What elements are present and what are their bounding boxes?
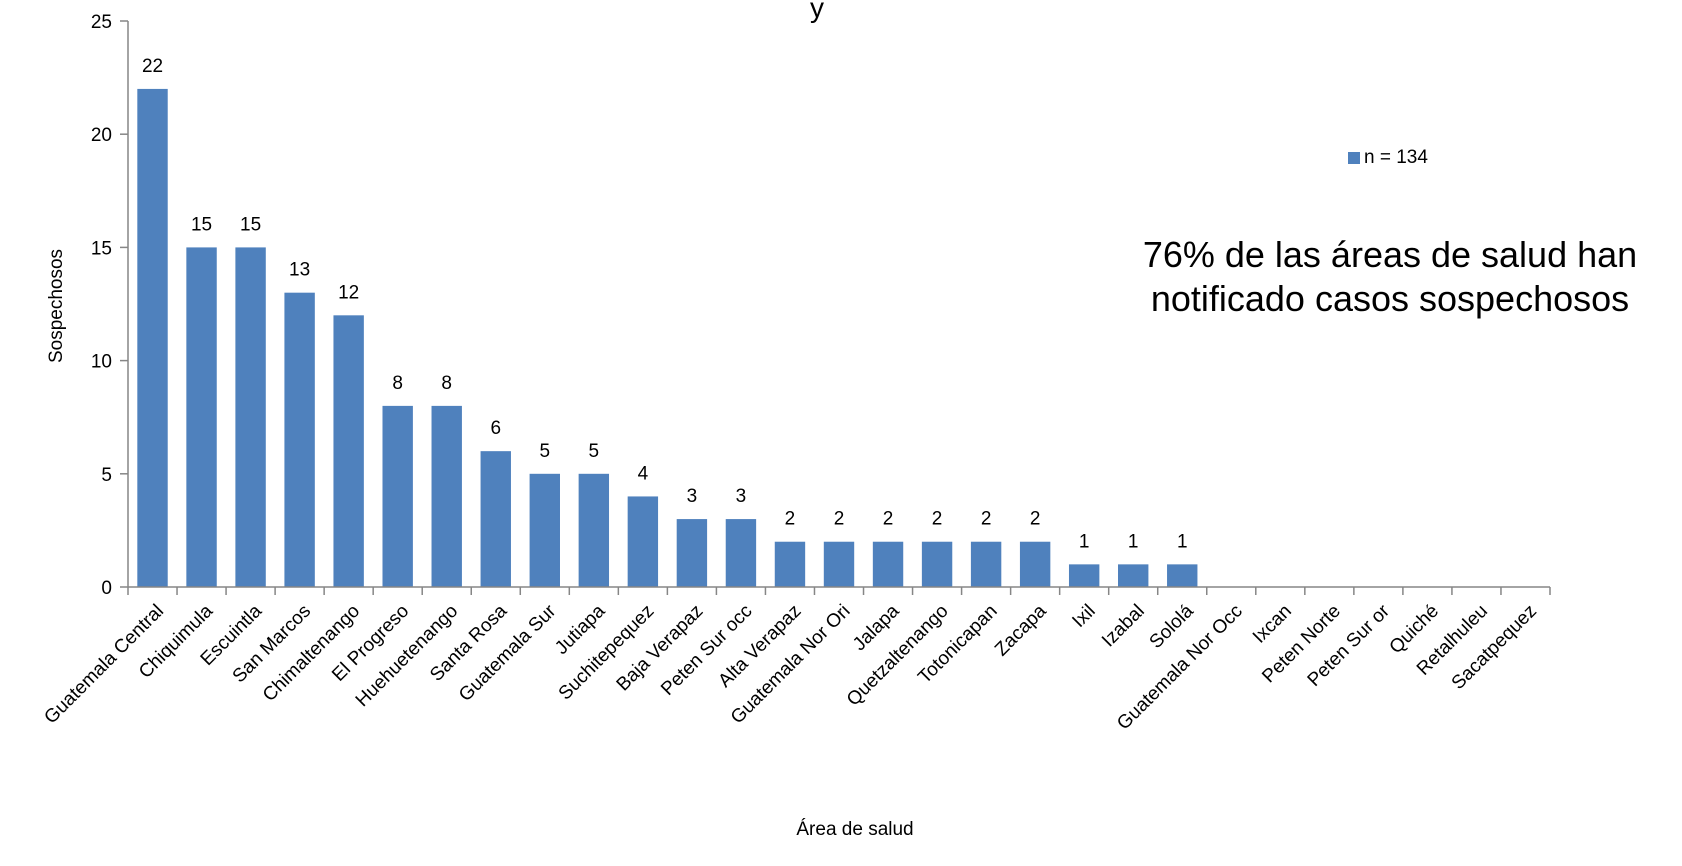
bar bbox=[529, 473, 560, 587]
legend-label: n = 134 bbox=[1364, 147, 1428, 168]
y-tick-label: 20 bbox=[91, 125, 112, 146]
bar bbox=[382, 405, 413, 587]
bar-data-label: 5 bbox=[589, 441, 600, 462]
bar-data-label: 15 bbox=[240, 214, 261, 235]
bar bbox=[333, 315, 364, 587]
bar-data-label: 12 bbox=[338, 282, 359, 303]
bar-data-label: 1 bbox=[1177, 531, 1188, 552]
bar-data-label: 1 bbox=[1079, 531, 1090, 552]
annotation-text: 76% de las áreas de salud han notificado… bbox=[1142, 234, 1638, 319]
bar bbox=[725, 519, 757, 587]
bar-data-label: 3 bbox=[736, 486, 747, 507]
bar bbox=[1068, 564, 1100, 587]
chart-title-fragment: y bbox=[810, 0, 824, 23]
bar-data-label: 2 bbox=[932, 509, 943, 530]
bar bbox=[235, 247, 266, 587]
bar bbox=[1118, 564, 1149, 587]
bar-data-label: 8 bbox=[392, 373, 403, 394]
x-axis-title: Área de salud bbox=[796, 819, 913, 840]
bars-layer bbox=[137, 88, 1198, 588]
x-category-label: Zacapa bbox=[991, 600, 1051, 660]
legend: n = 134 bbox=[1348, 147, 1428, 169]
bar-data-label: 4 bbox=[638, 463, 649, 484]
bar bbox=[480, 451, 511, 587]
bar bbox=[823, 541, 855, 587]
bar-data-label: 22 bbox=[142, 56, 163, 77]
bar bbox=[774, 541, 806, 587]
bar-data-label: 13 bbox=[289, 260, 310, 281]
bar bbox=[578, 473, 610, 587]
x-category-label: Ixil bbox=[1068, 601, 1099, 632]
y-axis-title: Sospechosos bbox=[46, 249, 67, 363]
bar bbox=[921, 541, 953, 587]
x-category-label: Izabal bbox=[1098, 601, 1149, 652]
bar-data-label: 2 bbox=[1030, 509, 1041, 530]
legend-swatch bbox=[1348, 152, 1360, 164]
bar-data-label: 15 bbox=[191, 214, 212, 235]
axis-layer bbox=[127, 21, 1550, 588]
bar bbox=[186, 247, 217, 587]
bar bbox=[284, 292, 315, 587]
bar-data-label: 2 bbox=[834, 509, 845, 530]
y-tick-label: 0 bbox=[101, 578, 112, 599]
y-tick-label: 25 bbox=[91, 12, 112, 33]
bar-data-label: 3 bbox=[687, 486, 698, 507]
y-tick-label: 15 bbox=[91, 238, 112, 259]
bar-data-label: 2 bbox=[785, 509, 796, 530]
y-tick-label: 10 bbox=[91, 352, 112, 373]
x-category-label: Sacatpequez bbox=[1448, 601, 1541, 694]
bar-data-label: 2 bbox=[883, 509, 894, 530]
bar bbox=[431, 405, 462, 587]
bar-data-label: 8 bbox=[441, 373, 452, 394]
bar-data-label: 2 bbox=[981, 509, 992, 530]
bar bbox=[970, 541, 1002, 587]
bar bbox=[627, 496, 659, 587]
bar-data-label: 5 bbox=[540, 441, 551, 462]
y-tick-label: 5 bbox=[101, 465, 112, 486]
bar bbox=[1167, 564, 1198, 587]
bar-data-label: 1 bbox=[1128, 531, 1139, 552]
bar bbox=[676, 519, 708, 587]
bar bbox=[872, 541, 904, 587]
bar bbox=[137, 88, 168, 588]
bar bbox=[1019, 541, 1051, 587]
bar-data-label: 6 bbox=[490, 418, 501, 439]
